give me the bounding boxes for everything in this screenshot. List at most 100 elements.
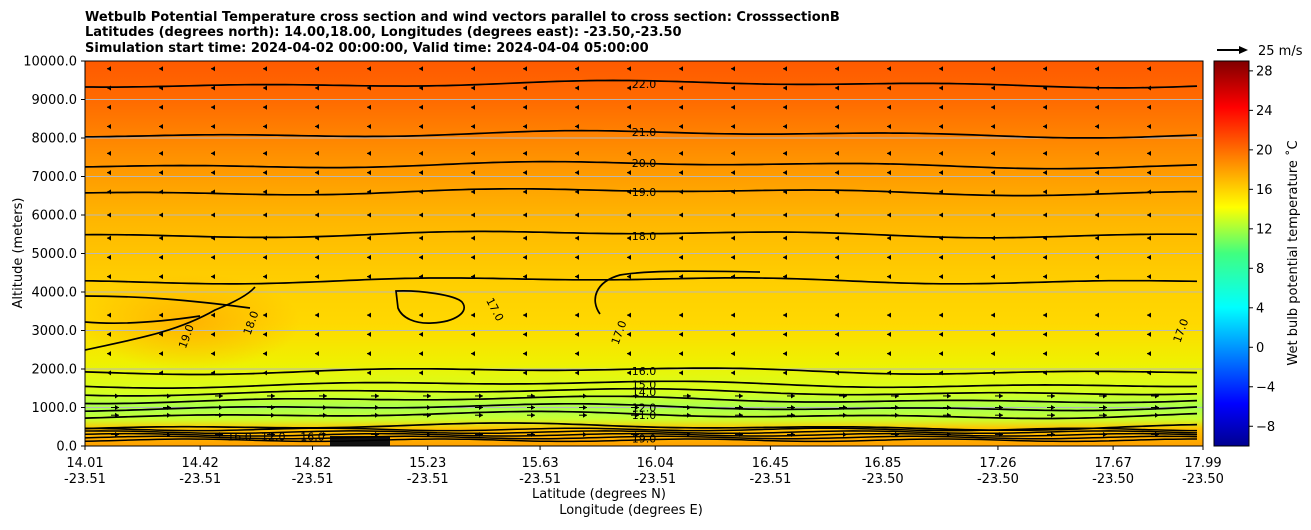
wind-arrowhead: [523, 66, 527, 72]
contour-label: 21.0: [632, 126, 657, 139]
wind-arrowhead: [791, 431, 795, 437]
wind-arrowhead: [627, 189, 631, 195]
wind-arrowhead: [1147, 104, 1151, 110]
wind-arrowhead: [791, 412, 795, 418]
wind-arrowhead: [523, 170, 527, 176]
wind-arrowhead: [271, 412, 275, 418]
wind-arrowhead: [1095, 150, 1099, 156]
wind-arrowhead: [991, 370, 995, 376]
wind-arrowhead: [479, 405, 483, 410]
wind-arrowhead: [523, 85, 527, 91]
wind-arrowhead: [679, 254, 683, 260]
colorbar: [1213, 60, 1250, 447]
wind-arrowhead: [1095, 370, 1099, 376]
wind-arrowhead: [575, 312, 579, 318]
wind-arrowhead: [315, 370, 319, 376]
wind-arrowhead: [627, 150, 631, 156]
wind-arrowhead: [1095, 123, 1099, 129]
wind-arrowhead: [315, 235, 319, 241]
wind-arrowhead: [635, 405, 639, 410]
wind-arrowhead: [991, 104, 995, 110]
x-tick-label-lat: 16.45: [752, 456, 789, 471]
wind-arrowhead: [1095, 235, 1099, 241]
wind-arrowhead: [263, 254, 267, 260]
wind-arrowhead: [159, 150, 163, 156]
wind-arrowhead: [523, 274, 527, 280]
wind-arrowhead: [471, 254, 475, 260]
wind-arrowhead: [627, 104, 631, 110]
x-tick-label-lat: 17.99: [1184, 456, 1221, 471]
wind-arrowhead: [263, 331, 267, 337]
wind-arrowhead: [991, 274, 995, 280]
y-tick-label: 1000.0: [32, 401, 78, 416]
contour-label: 20.0: [632, 157, 657, 170]
contour-label: 16.0: [300, 430, 325, 443]
wind-arrowhead: [323, 431, 327, 437]
wind-arrowhead: [315, 254, 319, 260]
wind-arrowhead: [219, 405, 223, 410]
wind-arrowhead: [679, 85, 683, 91]
wind-arrowhead: [939, 170, 943, 176]
wind-arrowhead: [1095, 66, 1099, 72]
wind-arrowhead: [315, 170, 319, 176]
wind-arrowhead: [835, 85, 839, 91]
wind-arrowhead: [419, 150, 423, 156]
wind-arrowhead: [367, 274, 371, 280]
wind-arrowhead: [263, 212, 267, 218]
wind-arrowhead: [1147, 170, 1151, 176]
wind-arrowhead: [887, 274, 891, 280]
wind-arrowhead: [731, 312, 735, 318]
wind-arrowhead: [635, 412, 639, 418]
wind-arrowhead: [1095, 312, 1099, 318]
x-tick-label-lat: 16.85: [864, 456, 901, 471]
wind-arrowhead: [211, 212, 215, 218]
wind-arrowhead: [887, 66, 891, 72]
wind-arrowhead: [887, 123, 891, 129]
wind-arrowhead: [115, 405, 119, 410]
wind-arrowhead: [575, 150, 579, 156]
wind-arrowhead: [947, 393, 951, 399]
contour-line: [85, 277, 1198, 285]
wind-arrowhead: [783, 212, 787, 218]
wind-arrowhead: [1051, 431, 1055, 437]
wind-arrowhead: [687, 405, 691, 410]
wind-arrowhead: [1103, 431, 1107, 437]
wind-arrowhead: [991, 312, 995, 318]
wind-arrowhead: [939, 212, 943, 218]
wind-arrowhead: [419, 66, 423, 72]
wind-arrowhead: [835, 370, 839, 376]
wind-arrowhead: [783, 123, 787, 129]
wind-arrowhead: [471, 312, 475, 318]
wind-arrowhead: [939, 123, 943, 129]
wind-arrowhead: [523, 351, 527, 357]
y-tick-label: 3000.0: [32, 324, 78, 339]
wind-arrowhead: [159, 312, 163, 318]
wind-arrowhead: [263, 170, 267, 176]
wind-arrowhead: [159, 85, 163, 91]
wind-arrowhead: [575, 331, 579, 337]
colorbar-tick-label: −8: [1256, 420, 1275, 435]
colorbar-tick-label: 0: [1256, 341, 1264, 356]
y-tick-label: 7000.0: [32, 170, 78, 185]
wind-arrowhead: [523, 254, 527, 260]
wind-arrowhead: [575, 66, 579, 72]
wind-arrowhead: [523, 150, 527, 156]
wind-arrowhead: [999, 393, 1003, 399]
quiver-key: [1217, 46, 1248, 54]
wind-arrowhead: [419, 235, 423, 241]
contour-label: 15.0: [632, 378, 657, 391]
x-tick-label-lat: 17.26: [979, 456, 1016, 471]
wind-arrowhead: [939, 351, 943, 357]
wind-arrowhead: [159, 66, 163, 72]
wind-arrowhead: [471, 212, 475, 218]
wind-arrowhead: [635, 431, 639, 437]
contour-label: 12.0: [632, 402, 657, 415]
wind-arrowhead: [159, 331, 163, 337]
wind-arrowhead: [939, 274, 943, 280]
wind-arrowhead: [419, 123, 423, 129]
wind-arrowhead: [1155, 412, 1159, 418]
wind-arrowhead: [107, 189, 111, 195]
wind-arrowhead: [271, 431, 275, 437]
wind-arrowhead: [471, 189, 475, 195]
colorbar-tick-label: 24: [1256, 104, 1273, 119]
